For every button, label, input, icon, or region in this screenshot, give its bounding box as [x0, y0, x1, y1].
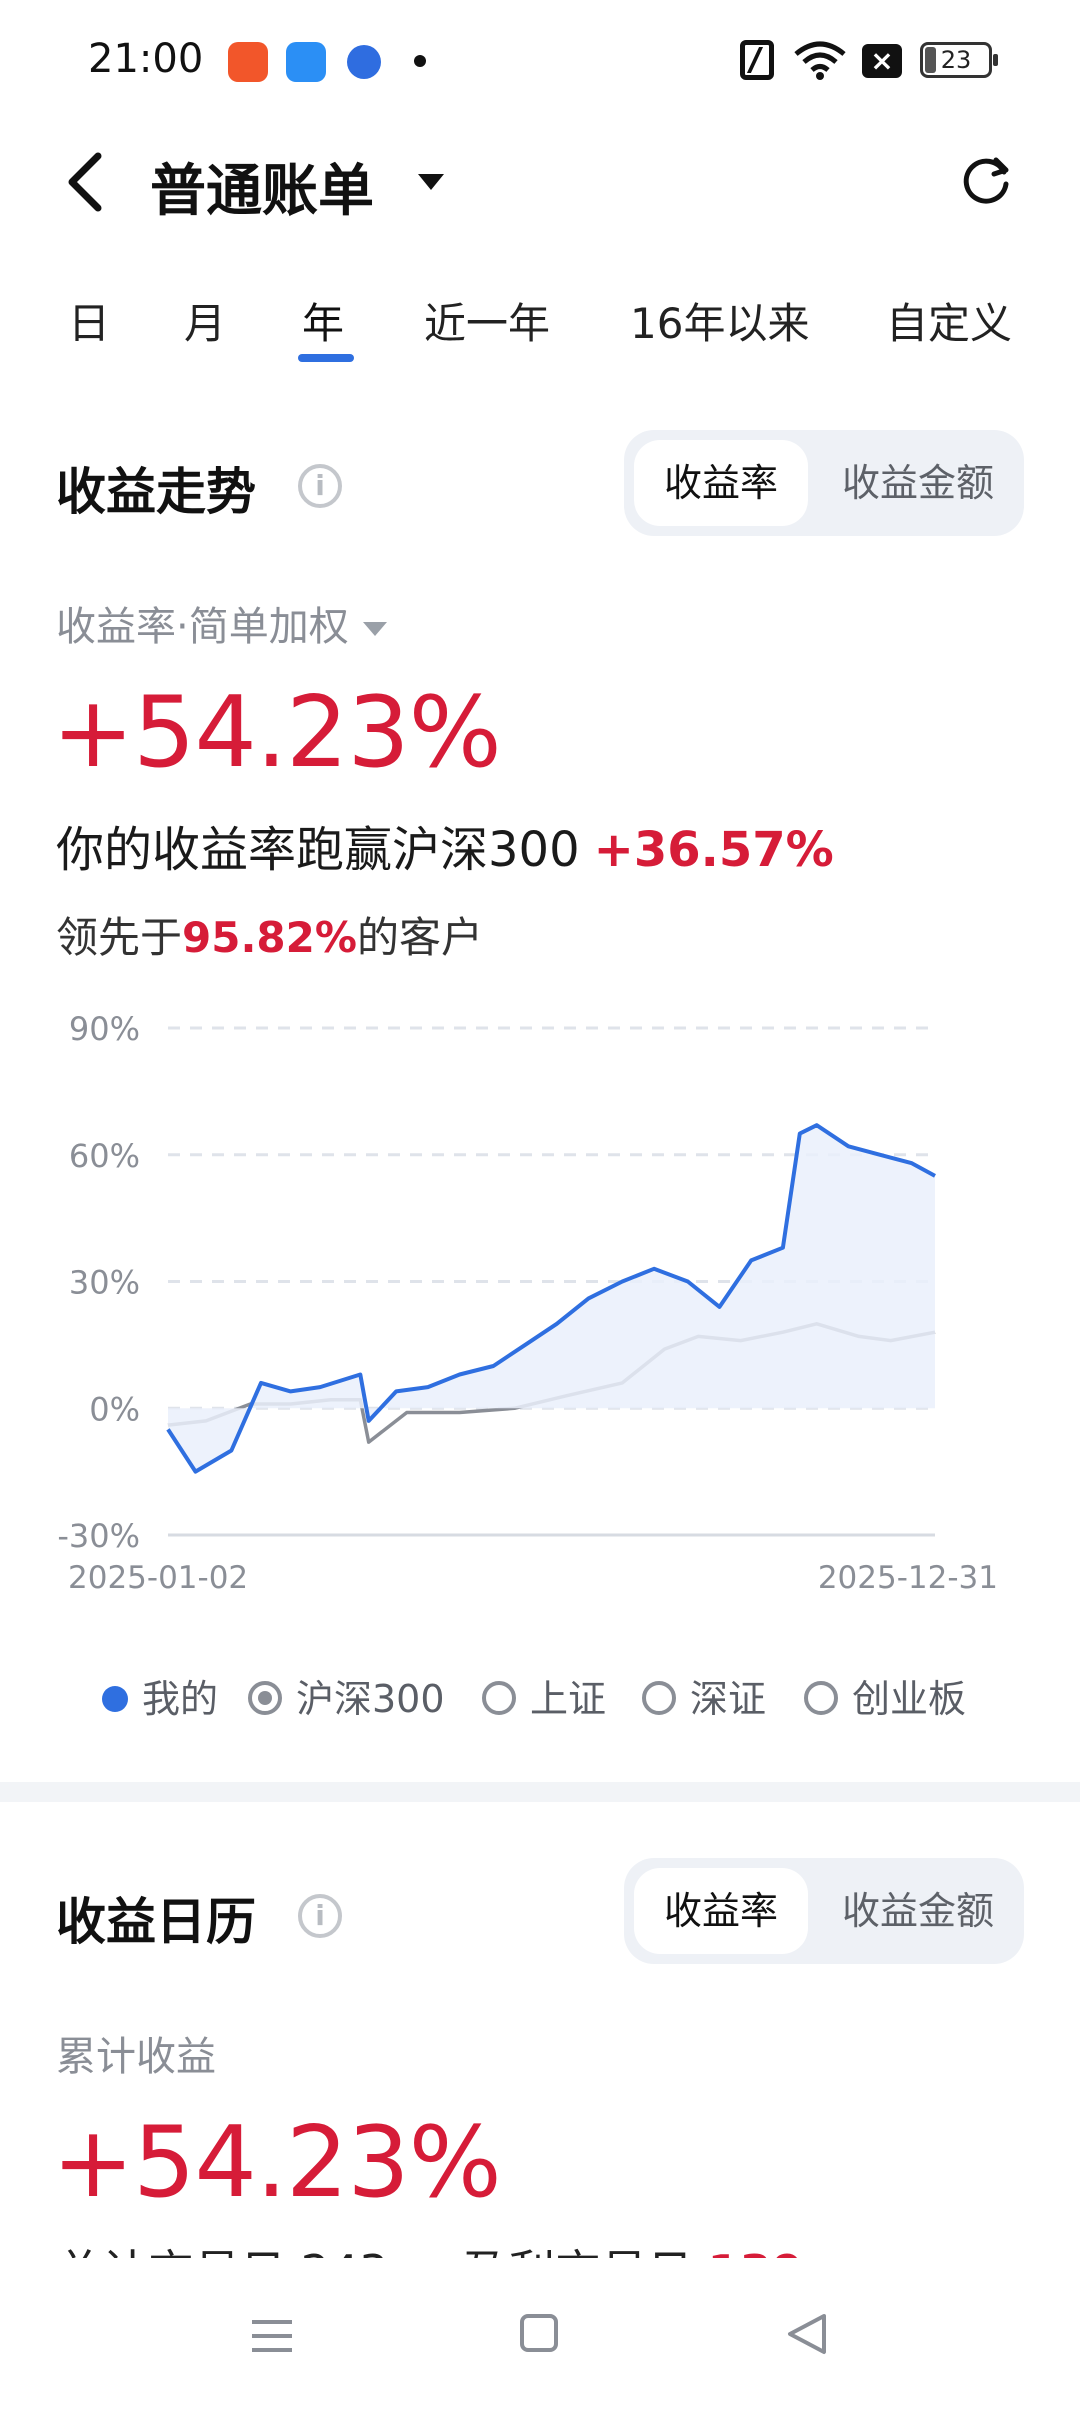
info-icon[interactable]: i [298, 1894, 342, 1938]
x-tick-label-end: 2025-12-31 [818, 1560, 998, 1596]
toggle-return-rate[interactable]: 收益率 [634, 1868, 808, 1954]
app-notification-icon [228, 42, 268, 82]
series-area-mine [168, 1125, 935, 1472]
battery-level: 23 [940, 46, 972, 74]
tab-year[interactable]: 年 [302, 299, 345, 348]
period-tabs: 日 月 年 近一年 16年以来 自定义 [0, 290, 1080, 370]
page-title[interactable]: 普通账单 [150, 159, 374, 224]
series-dot-icon [102, 1685, 128, 1712]
toggle-return-amount[interactable]: 收益金额 [841, 461, 994, 505]
legend-shanghai-label: 上证 [530, 1677, 607, 1721]
radio-icon [642, 1680, 676, 1715]
y-tick-label: 0% [89, 1390, 140, 1428]
nfc-icon [740, 40, 774, 80]
toggle-return-rate[interactable]: 收益率 [634, 440, 808, 526]
status-time: 21:00 [88, 36, 204, 82]
chevron-down-icon [362, 622, 387, 636]
lead-value: 95.82% [182, 913, 357, 962]
legend-mine[interactable]: 我的 [102, 1668, 218, 1723]
toggle-return-amount[interactable]: 收益金额 [841, 1889, 994, 1933]
section-divider [0, 1782, 1080, 1802]
y-tick-label: 90% [69, 1010, 140, 1048]
legend-hs300[interactable]: 沪深300 [248, 1668, 445, 1723]
trend-metric-toggle: 收益率 收益金额 [624, 430, 1024, 536]
status-bar: 21:00 × 23 [0, 0, 1080, 120]
x-tick-label-start: 2025-01-02 [68, 1560, 248, 1596]
y-tick-label: 60% [69, 1137, 140, 1175]
return-percent: +54.23% [52, 676, 502, 790]
y-tick-label: -30% [57, 1517, 140, 1555]
legend-shenzhen[interactable]: 深证 [642, 1668, 766, 1723]
cumulative-return: +54.23% [52, 2106, 502, 2220]
benchmark-comparison: 你的收益率跑赢沪深300 +36.57% [56, 810, 834, 880]
lead-suffix: 的客户 [356, 913, 483, 962]
legend-chinext[interactable]: 创业板 [804, 1668, 966, 1723]
browser-notification-icon [347, 45, 381, 79]
metric-label: 收益率·简单加权 [56, 604, 349, 650]
tab-custom[interactable]: 自定义 [886, 299, 1013, 348]
beat-value: +36.57% [593, 822, 834, 878]
legend-shanghai[interactable]: 上证 [482, 1668, 606, 1723]
return-trend-chart[interactable]: 90% 60% 30% 0% -30% 2025-01-02 2025-12-31 [0, 990, 1080, 1620]
trend-section-title: 收益走势 [56, 463, 256, 521]
radio-selected-icon [248, 1680, 282, 1715]
beat-text: 你的收益率跑赢沪深300 [56, 822, 580, 878]
tab-month[interactable]: 月 [184, 299, 227, 348]
metric-selector[interactable]: 收益率·简单加权 [56, 594, 387, 652]
radio-icon [482, 1680, 516, 1715]
legend-hs300-label: 沪深300 [296, 1677, 445, 1721]
y-tick-label: 30% [69, 1264, 140, 1302]
back-triangle-icon[interactable] [784, 2310, 830, 2358]
legend-mine-label: 我的 [142, 1677, 219, 1721]
lead-prefix: 领先于 [56, 913, 183, 962]
title-dropdown-icon[interactable] [418, 174, 444, 190]
no-sim-icon: × [862, 44, 902, 78]
back-arrow-icon[interactable] [58, 150, 118, 214]
recent-apps-icon[interactable] [250, 2314, 294, 2358]
legend-chinext-label: 创业板 [852, 1677, 967, 1721]
tab-last-year[interactable]: 近一年 [424, 299, 551, 348]
tab-since-2016[interactable]: 16年以来 [630, 299, 810, 348]
calendar-section-title: 收益日历 [56, 1893, 256, 1951]
system-nav-bar [0, 2258, 1080, 2412]
battery-icon: 23 [920, 42, 998, 78]
chart-legend: 我的 沪深300 上证 深证 创业板 [0, 1668, 1080, 1728]
radio-icon [804, 1680, 838, 1715]
files-notification-icon [286, 42, 326, 82]
cumulative-label: 累计收益 [56, 2034, 216, 2080]
more-notifications-icon [414, 55, 426, 67]
wifi-icon [794, 41, 846, 80]
percentile-text: 领先于95.82%的客户 [56, 904, 483, 965]
tab-day[interactable]: 日 [68, 299, 111, 348]
legend-shenzhen-label: 深证 [690, 1677, 767, 1721]
home-icon[interactable] [520, 2314, 558, 2352]
active-tab-indicator [298, 354, 354, 362]
calendar-metric-toggle: 收益率 收益金额 [624, 1858, 1024, 1964]
refresh-icon[interactable] [958, 152, 1014, 208]
info-icon[interactable]: i [298, 464, 342, 508]
